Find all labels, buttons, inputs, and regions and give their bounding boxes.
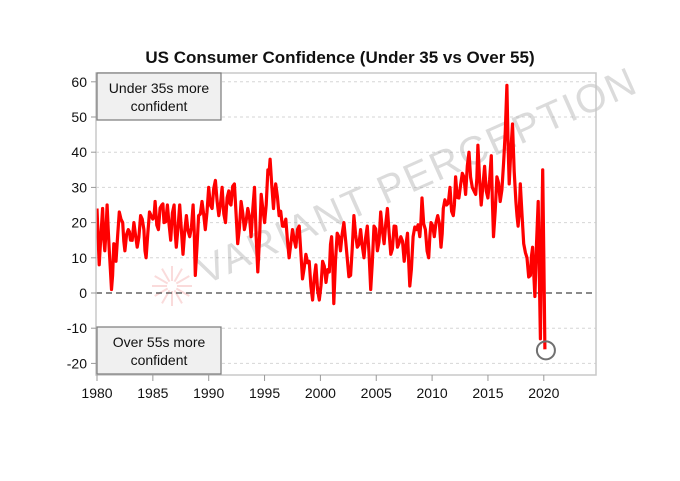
x-tick-label: 1980 [81,385,112,401]
watermark-ray [161,268,171,283]
x-tick-label: 2015 [472,385,503,401]
y-tick-label: 20 [71,215,87,231]
x-tick-label: 1995 [249,385,280,401]
plot-frame [95,72,597,376]
x-axis: 1980 1985 1990 1995 2000 2005 2010 2015 2020 [81,375,560,401]
watermark-ray [173,289,183,304]
watermark-ray [175,287,190,297]
annotation-box-top [96,72,222,121]
annotation-under-35: Under 35s more confident [96,72,222,121]
watermark-ray [154,275,169,285]
x-tick-label: 2005 [361,385,392,401]
y-tick-label: 10 [71,250,87,266]
x-tick-label: 1990 [193,385,224,401]
chart-title: US Consumer Confidence (Under 35 vs Over… [145,48,534,67]
y-tick-label: 40 [71,144,87,160]
annotation-top-line2: confident [131,98,188,114]
y-tick-label: -20 [67,355,87,371]
y-tick-label: 60 [71,74,87,90]
highlight-circle [535,340,556,361]
watermark-ray [175,275,190,285]
annotation-bottom-line1: Over 55s more [113,334,206,350]
annotation-top-line1: Under 35s more [109,80,210,96]
series-line [95,83,547,350]
annotation-box-bottom [96,326,222,375]
x-tick-label: 2000 [305,385,336,401]
watermark-ray [173,268,183,283]
x-tick-label: 2020 [528,385,559,401]
y-axis: 60 50 40 30 20 10 0 -10 -20 [67,74,96,371]
watermark: VARIANT PERCEPTION [152,59,644,306]
y-tick-label: 50 [71,109,87,125]
annotation-bottom-line2: confident [131,352,188,368]
y-tick-label: 0 [79,285,87,301]
watermark-logo-icon [152,266,192,306]
annotation-over-55: Over 55s more confident [96,326,222,375]
y-tick-label: -10 [67,320,87,336]
y-tick-label: 30 [71,179,87,195]
x-tick-label: 2010 [417,385,448,401]
watermark-ray [154,287,169,297]
x-tick-label: 1985 [137,385,168,401]
